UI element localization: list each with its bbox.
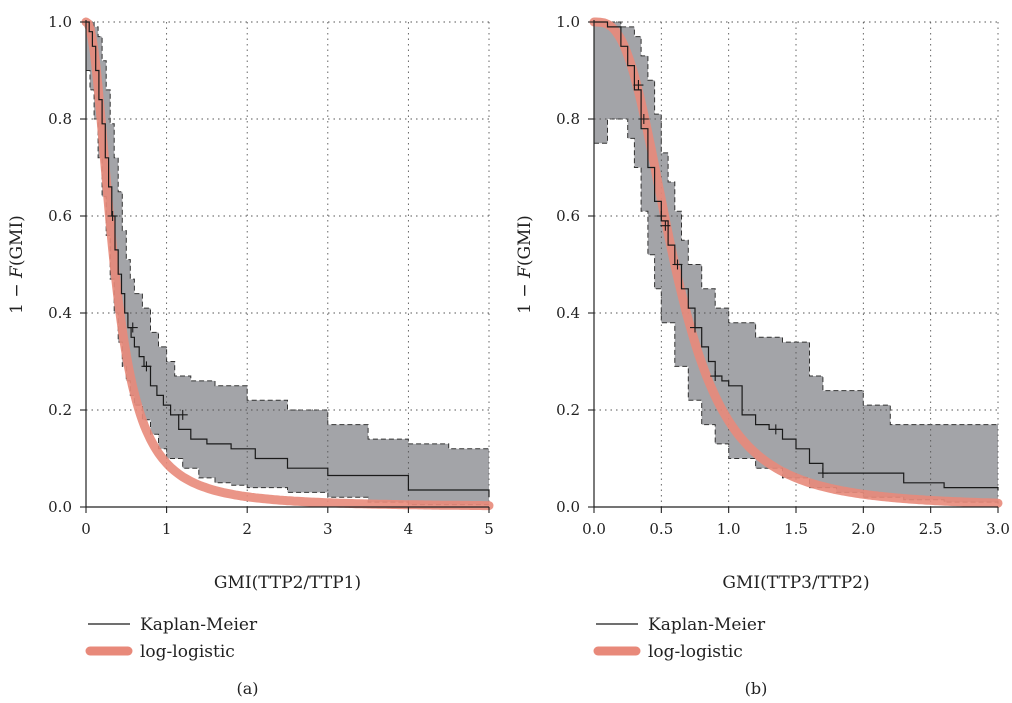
log-logistic-curve bbox=[81, 17, 494, 511]
x-axis-label: GMI(TTP2/TTP1) bbox=[214, 573, 361, 593]
panel-label: (a) bbox=[236, 679, 258, 698]
band-upper-edge bbox=[86, 21, 489, 450]
legend-label-log-logistic: log-logistic bbox=[648, 642, 743, 662]
censor-mark bbox=[177, 409, 188, 420]
y-axis-label-italic: F bbox=[7, 265, 27, 279]
x-tick-label: 0.0 bbox=[582, 520, 606, 538]
y-tick-label: 0.2 bbox=[48, 401, 72, 419]
y-axis-label-suffix: (GMI) bbox=[7, 215, 27, 266]
y-tick-label: 0.0 bbox=[48, 498, 72, 516]
panel-a: 0 1 2 3 4 5 0.0 0.2 0.4 0.6 0.8 1.0 GMI(TTP2/TTP1) 1 … bbox=[7, 13, 494, 698]
x-tick-label: 3.0 bbox=[986, 520, 1010, 538]
y-axis-label-prefix: 1 − bbox=[7, 278, 27, 314]
legend: Kaplan-Meier log-logistic bbox=[593, 615, 766, 662]
censor-mark bbox=[127, 322, 138, 333]
censor-mark bbox=[660, 220, 671, 231]
y-tick-label: 0.6 bbox=[48, 207, 72, 225]
kaplan-meier-curve bbox=[86, 21, 490, 498]
x-tick-label: 1 bbox=[162, 520, 172, 538]
x-tick-label: 2.0 bbox=[851, 520, 875, 538]
x-axis-label: GMI(TTP3/TTP2) bbox=[722, 573, 869, 593]
y-tick-label: 0.0 bbox=[556, 498, 580, 516]
y-tick-label: 0.6 bbox=[556, 207, 580, 225]
censor-mark bbox=[672, 259, 683, 270]
y-axis-label-suffix: (GMI) bbox=[515, 215, 535, 266]
legend: Kaplan-Meier log-logistic bbox=[85, 615, 258, 662]
x-tick-label: 3 bbox=[323, 520, 333, 538]
y-axis-label-prefix: 1 − bbox=[515, 278, 535, 314]
censor-mark bbox=[107, 211, 118, 221]
y-axis-label: 1 − F(GMI) bbox=[515, 215, 535, 314]
censor-mark bbox=[141, 361, 152, 372]
x-tick-label: 1.0 bbox=[717, 520, 741, 538]
legend-label-kaplan-meier: Kaplan-Meier bbox=[140, 615, 258, 635]
panel-b: 0.0 0.5 1.0 1.5 2.0 2.5 3.0 0.0 0.2 0.4 0.6 0.8 1.0 G… bbox=[515, 13, 1010, 698]
x-tick-label: 1.5 bbox=[784, 520, 808, 538]
censor-mark bbox=[710, 371, 721, 382]
x-tick-label: 5 bbox=[484, 520, 494, 538]
x-tick-label: 0.5 bbox=[649, 520, 673, 538]
y-tick-label: 0.2 bbox=[556, 401, 580, 419]
censor-mark bbox=[770, 424, 781, 435]
kaplan-meier-curve bbox=[594, 21, 999, 490]
y-tick-label: 0.4 bbox=[48, 304, 72, 322]
confidence-band bbox=[86, 22, 489, 506]
censor-mark bbox=[817, 468, 828, 479]
censor-mark bbox=[656, 211, 667, 221]
y-tick-label: 1.0 bbox=[48, 13, 72, 31]
y-axis-label: 1 − F(GMI) bbox=[7, 215, 27, 314]
y-axis-label-italic: F bbox=[515, 265, 535, 279]
y-tick-label: 0.8 bbox=[556, 110, 580, 128]
band-upper-edge bbox=[594, 21, 998, 426]
legend-label-kaplan-meier: Kaplan-Meier bbox=[648, 615, 766, 635]
log-logistic-curve bbox=[589, 17, 1003, 508]
y-tick-label: 0.8 bbox=[48, 110, 72, 128]
censor-mark bbox=[690, 322, 700, 333]
confidence-band bbox=[594, 22, 998, 505]
x-tick-label: 0 bbox=[81, 520, 91, 538]
y-tick-label: 0.4 bbox=[556, 304, 580, 322]
panel-label: (b) bbox=[745, 679, 768, 698]
censor-mark bbox=[633, 80, 644, 91]
y-tick-label: 1.0 bbox=[556, 13, 580, 31]
legend-label-log-logistic: log-logistic bbox=[140, 642, 235, 662]
x-tick-label: 4 bbox=[404, 520, 414, 538]
x-tick-label: 2 bbox=[242, 520, 252, 538]
censor-mark bbox=[638, 114, 649, 124]
x-tick-label: 2.5 bbox=[919, 520, 943, 538]
